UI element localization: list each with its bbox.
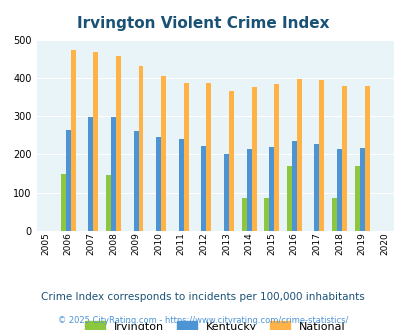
Bar: [264, 198, 269, 231]
Bar: [70, 50, 75, 231]
Bar: [364, 86, 369, 231]
Bar: [354, 166, 359, 231]
Bar: [88, 117, 93, 231]
Bar: [133, 131, 138, 231]
Bar: [269, 147, 273, 231]
Bar: [359, 148, 364, 231]
Bar: [111, 117, 115, 231]
Bar: [341, 85, 346, 231]
Bar: [319, 80, 324, 231]
Text: Irvington Violent Crime Index: Irvington Violent Crime Index: [77, 16, 328, 31]
Bar: [331, 198, 336, 231]
Text: © 2025 CityRating.com - https://www.cityrating.com/crime-statistics/: © 2025 CityRating.com - https://www.city…: [58, 315, 347, 325]
Bar: [93, 52, 98, 231]
Bar: [228, 90, 233, 231]
Bar: [273, 84, 279, 231]
Bar: [156, 137, 161, 231]
Bar: [106, 175, 111, 231]
Bar: [246, 149, 251, 231]
Bar: [138, 66, 143, 231]
Bar: [161, 76, 166, 231]
Bar: [291, 141, 296, 231]
Bar: [178, 139, 183, 231]
Bar: [314, 144, 319, 231]
Bar: [183, 83, 188, 231]
Text: Crime Index corresponds to incidents per 100,000 inhabitants: Crime Index corresponds to incidents per…: [41, 292, 364, 302]
Bar: [66, 130, 70, 231]
Bar: [224, 154, 228, 231]
Bar: [115, 56, 121, 231]
Bar: [206, 83, 211, 231]
Bar: [201, 146, 206, 231]
Bar: [61, 174, 66, 231]
Bar: [286, 166, 291, 231]
Bar: [336, 149, 341, 231]
Legend: Irvington, Kentucky, National: Irvington, Kentucky, National: [80, 317, 350, 330]
Bar: [241, 198, 246, 231]
Bar: [251, 87, 256, 231]
Bar: [296, 79, 301, 231]
